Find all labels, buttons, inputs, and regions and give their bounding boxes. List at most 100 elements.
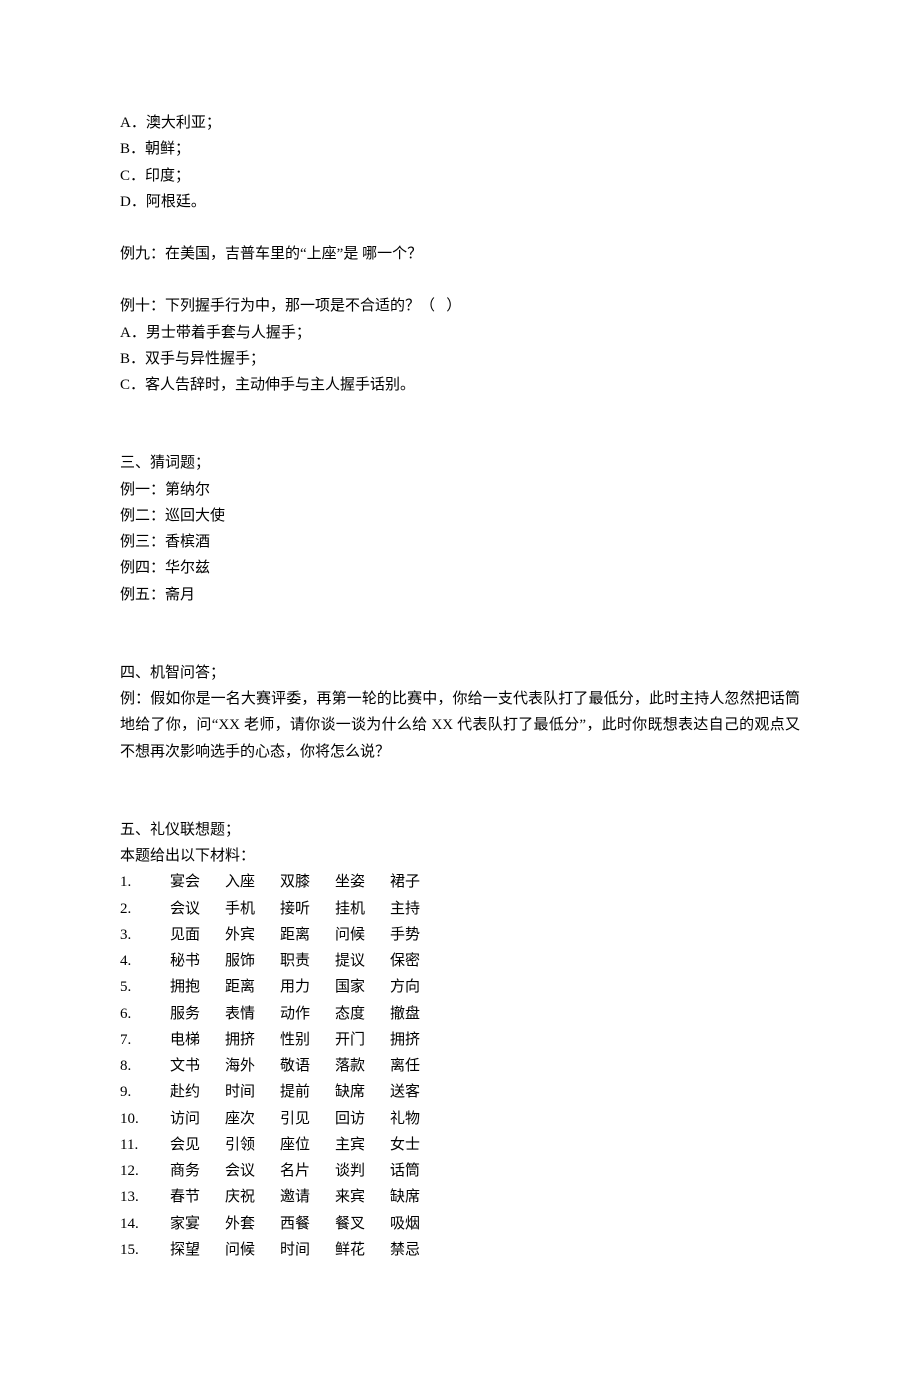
row-number: 11.	[120, 1132, 170, 1158]
word-cell: 座次	[225, 1106, 280, 1132]
section-3-item: 例一：第纳尔	[120, 477, 800, 503]
word-association-table: 1.宴会入座双膝坐姿裙子2.会议手机接听挂机主持3.见面外宾距离问候手势4.秘书…	[120, 869, 445, 1263]
word-cell: 服饰	[225, 948, 280, 974]
table-row: 11.会见引领座位主宾女士	[120, 1132, 445, 1158]
section-5: 五、礼仪联想题； 本题给出以下材料： 1.宴会入座双膝坐姿裙子2.会议手机接听挂…	[120, 817, 800, 1263]
word-cell: 方向	[390, 974, 445, 1000]
word-cell: 鲜花	[335, 1237, 390, 1263]
row-number: 1.	[120, 869, 170, 895]
option-c: C．印度；	[120, 163, 800, 189]
word-cell: 手机	[225, 896, 280, 922]
section-3-item: 例四：华尔兹	[120, 555, 800, 581]
word-cell: 服务	[170, 1001, 225, 1027]
row-number: 3.	[120, 922, 170, 948]
word-cell: 秘书	[170, 948, 225, 974]
section-5-title: 五、礼仪联想题；	[120, 817, 800, 843]
row-number: 12.	[120, 1158, 170, 1184]
word-cell: 缺席	[335, 1079, 390, 1105]
row-number: 14.	[120, 1211, 170, 1237]
option-text: 男士带着手套与人握手；	[146, 325, 311, 341]
word-cell: 提议	[335, 948, 390, 974]
word-cell: 送客	[390, 1079, 445, 1105]
option-letter: B	[120, 351, 130, 367]
word-cell: 国家	[335, 974, 390, 1000]
option-text: 朝鲜；	[145, 141, 190, 157]
word-cell: 见面	[170, 922, 225, 948]
mc-options: A．澳大利亚； B．朝鲜； C．印度； D．阿根廷。	[120, 110, 800, 215]
row-number: 4.	[120, 948, 170, 974]
option-text: 澳大利亚；	[146, 115, 221, 131]
word-cell: 态度	[335, 1001, 390, 1027]
word-cell: 入座	[225, 869, 280, 895]
word-cell: 会议	[170, 896, 225, 922]
question-10-stem: 例十：下列握手行为中，那一项是不合适的？（ ）	[120, 293, 800, 319]
row-number: 10.	[120, 1106, 170, 1132]
word-cell: 时间	[280, 1237, 335, 1263]
section-3-item: 例二：巡回大使	[120, 503, 800, 529]
word-cell: 名片	[280, 1158, 335, 1184]
word-cell: 家宴	[170, 1211, 225, 1237]
word-cell: 用力	[280, 974, 335, 1000]
word-cell: 开门	[335, 1027, 390, 1053]
word-cell: 性别	[280, 1027, 335, 1053]
word-cell: 职责	[280, 948, 335, 974]
table-row: 15.探望问候时间鲜花禁忌	[120, 1237, 445, 1263]
word-cell: 问候	[335, 922, 390, 948]
word-cell: 撤盘	[390, 1001, 445, 1027]
word-cell: 问候	[225, 1237, 280, 1263]
table-row: 1.宴会入座双膝坐姿裙子	[120, 869, 445, 895]
word-cell: 裙子	[390, 869, 445, 895]
table-row: 5.拥抱距离用力国家方向	[120, 974, 445, 1000]
word-cell: 会见	[170, 1132, 225, 1158]
section-3: 三、猜词题； 例一：第纳尔 例二：巡回大使 例三：香槟酒 例四：华尔兹 例五：斋…	[120, 450, 800, 608]
word-cell: 拥挤	[390, 1027, 445, 1053]
word-cell: 女士	[390, 1132, 445, 1158]
table-row: 10.访问座次引见回访礼物	[120, 1106, 445, 1132]
word-cell: 电梯	[170, 1027, 225, 1053]
table-row: 7.电梯拥挤性别开门拥挤	[120, 1027, 445, 1053]
option-text: 双手与异性握手；	[145, 351, 265, 367]
option-letter: C	[120, 377, 130, 393]
row-number: 6.	[120, 1001, 170, 1027]
word-cell: 邀请	[280, 1184, 335, 1210]
section-3-item: 例五：斋月	[120, 582, 800, 608]
table-row: 6.服务表情动作态度撤盘	[120, 1001, 445, 1027]
word-cell: 距离	[280, 922, 335, 948]
word-cell: 离任	[390, 1053, 445, 1079]
word-cell: 会议	[225, 1158, 280, 1184]
table-row: 8.文书海外敬语落款离任	[120, 1053, 445, 1079]
option-d: D．阿根廷。	[120, 189, 800, 215]
word-cell: 商务	[170, 1158, 225, 1184]
word-cell: 引见	[280, 1106, 335, 1132]
word-cell: 挂机	[335, 896, 390, 922]
section-4: 四、机智问答； 例：假如你是一名大赛评委，再第一轮的比赛中，你给一支代表队打了最…	[120, 660, 800, 765]
word-cell: 落款	[335, 1053, 390, 1079]
option-letter: A	[120, 325, 131, 341]
row-number: 5.	[120, 974, 170, 1000]
word-cell: 坐姿	[335, 869, 390, 895]
word-cell: 拥挤	[225, 1027, 280, 1053]
table-row: 13.春节庆祝邀请来宾缺席	[120, 1184, 445, 1210]
word-cell: 话筒	[390, 1158, 445, 1184]
word-cell: 缺席	[390, 1184, 445, 1210]
option-a: A．澳大利亚；	[120, 110, 800, 136]
option-letter: D	[120, 194, 131, 210]
word-cell: 西餐	[280, 1211, 335, 1237]
q10-option-c: C．客人告辞时，主动伸手与主人握手话别。	[120, 372, 800, 398]
word-cell: 谈判	[335, 1158, 390, 1184]
word-cell: 敬语	[280, 1053, 335, 1079]
row-number: 15.	[120, 1237, 170, 1263]
word-cell: 时间	[225, 1079, 280, 1105]
word-cell: 外宾	[225, 922, 280, 948]
section-5-subtitle: 本题给出以下材料：	[120, 843, 800, 869]
word-cell: 赴约	[170, 1079, 225, 1105]
word-cell: 宴会	[170, 869, 225, 895]
option-b: B．朝鲜；	[120, 136, 800, 162]
section-4-body: 例：假如你是一名大赛评委，再第一轮的比赛中，你给一支代表队打了最低分，此时主持人…	[120, 686, 800, 765]
word-cell: 主宾	[335, 1132, 390, 1158]
question-9: 例九：在美国，吉普车里的“上座”是 哪一个？	[120, 241, 800, 267]
option-letter: C	[120, 168, 130, 184]
word-cell: 探望	[170, 1237, 225, 1263]
row-number: 9.	[120, 1079, 170, 1105]
word-cell: 访问	[170, 1106, 225, 1132]
